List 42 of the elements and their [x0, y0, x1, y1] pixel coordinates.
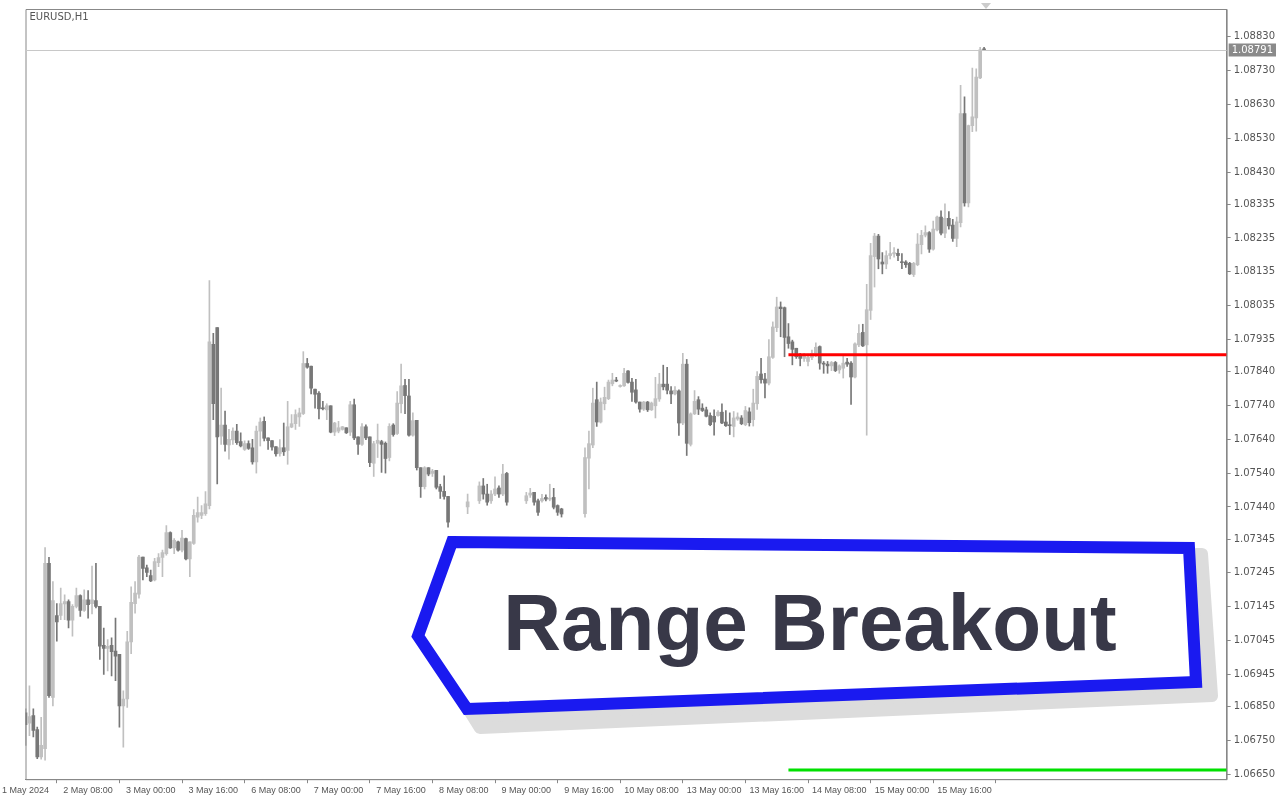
- x-tick-label: 7 May 00:00: [313, 785, 364, 796]
- y-tick-label: 1.07045: [1233, 634, 1276, 646]
- x-tick-label: 10 May 08:00: [624, 785, 679, 796]
- y-tick-label: 1.08830: [1233, 30, 1276, 42]
- x-tick-label: 9 May 00:00: [501, 785, 552, 796]
- y-tick-label: 1.07145: [1233, 600, 1276, 612]
- x-tick-label: 8 May 08:00: [438, 785, 489, 796]
- y-tick-label: 1.08135: [1233, 265, 1276, 277]
- y-tick-label: 1.06750: [1233, 733, 1276, 745]
- y-tick-label: 1.07540: [1233, 466, 1276, 478]
- y-tick-label: 1.08430: [1233, 165, 1276, 177]
- y-tick-label: 1.07440: [1233, 500, 1276, 512]
- x-tick-label: 3 May 00:00: [125, 785, 176, 796]
- y-tick-label: 1.07640: [1233, 432, 1276, 444]
- annotation: Range Breakout: [502, 577, 1118, 669]
- x-tick-label: 15 May 16:00: [937, 785, 992, 796]
- x-tick-label: 13 May 00:00: [686, 785, 742, 796]
- y-tick-label: 1.08335: [1233, 197, 1276, 209]
- y-tick-label: 1.08235: [1233, 231, 1276, 243]
- y-tick-label: 1.08530: [1233, 131, 1276, 143]
- y-tick-label: 1.06945: [1233, 667, 1276, 679]
- x-tick-label: 2 May 08:00: [63, 785, 113, 796]
- ref-line-label: 1.08791: [1231, 44, 1274, 56]
- y-tick-label: 1.08035: [1233, 299, 1276, 311]
- y-tick-label: 1.08730: [1233, 64, 1276, 76]
- x-tick-label: 6 May 08:00: [251, 785, 301, 796]
- y-tick-label: 1.08630: [1233, 97, 1276, 109]
- y-tick-label: 1.07345: [1233, 532, 1276, 544]
- x-tick-label: 3 May 16:00: [188, 785, 239, 796]
- x-tick-label: 13 May 16:00: [749, 785, 804, 796]
- x-tick-label: 9 May 16:00: [564, 785, 614, 796]
- y-tick-label: 1.07245: [1233, 566, 1276, 578]
- y-tick-label: 1.06850: [1233, 700, 1276, 712]
- y-tick-label: 1.07935: [1233, 333, 1276, 345]
- y-tick-label: 1.07840: [1233, 365, 1276, 377]
- chart-title: EURUSD,H1: [29, 10, 89, 22]
- y-tick-label: 1.06650: [1233, 767, 1276, 779]
- y-tick-label: 1.07740: [1233, 399, 1276, 411]
- x-tick-label: 1 May 2024: [2, 785, 50, 796]
- x-tick-label: 7 May 16:00: [376, 785, 426, 796]
- x-tick-label: 14 May 08:00: [812, 785, 867, 796]
- x-tick-label: 15 May 00:00: [874, 785, 930, 796]
